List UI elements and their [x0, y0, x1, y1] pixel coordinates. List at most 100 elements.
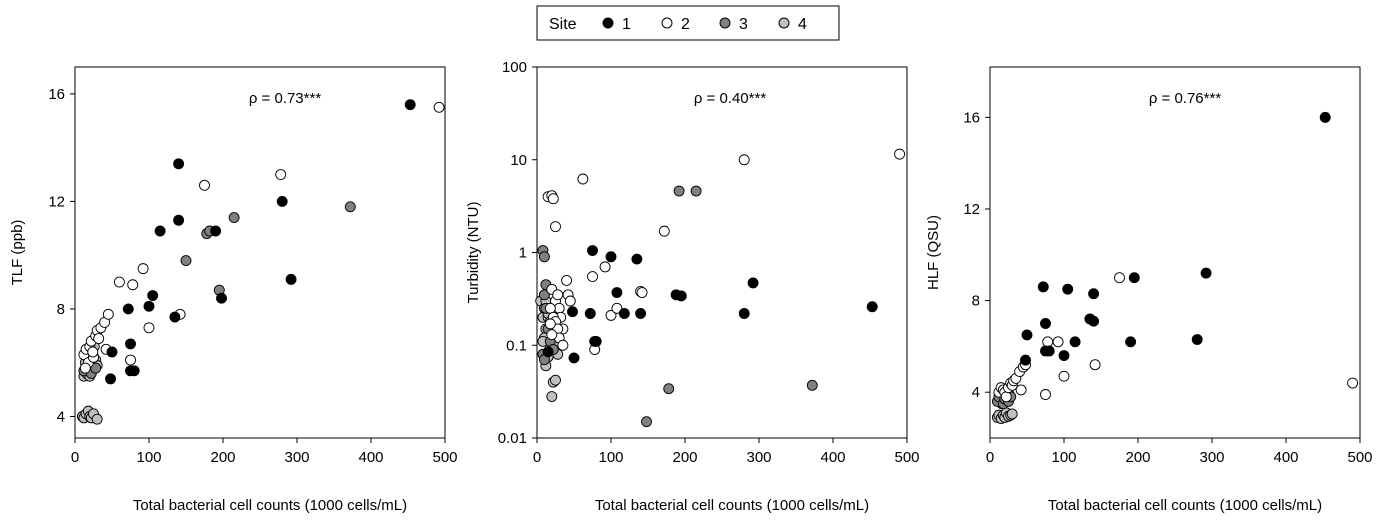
turbidity-point-site-1 — [590, 335, 602, 347]
tlf-point-site-1 — [169, 311, 181, 323]
hlf-point-site-1 — [1088, 288, 1100, 300]
tlf-y-tick-label: 4 — [57, 408, 65, 425]
hlf-point-site-2 — [1052, 336, 1064, 348]
turbidity-point-site-3 — [690, 185, 702, 197]
hlf-y-tick-label: 12 — [963, 201, 980, 218]
turbidity-point-site-1 — [542, 346, 554, 358]
hlf-point-site-1 — [1062, 283, 1074, 295]
tlf-point-site-1 — [216, 292, 227, 304]
hlf-point-site-2 — [1058, 370, 1070, 382]
turbidity-point-site-1 — [635, 308, 647, 319]
tlf-point-site-2 — [199, 179, 210, 191]
turbidity-y-tick-label: 1 — [519, 245, 527, 262]
panel-tlf: 0 100 200 300 400 500 4 8 12 16 Total bacterial ce… — [9, 66, 458, 514]
turbidity-x-tick-label: 0 — [533, 449, 541, 466]
tlf-point-site-1 — [210, 225, 222, 237]
turbidity-x-tick-label: 100 — [598, 449, 623, 466]
turbidity-point-site-1 — [866, 301, 878, 313]
tlf-point-site-1 — [143, 300, 155, 312]
turbidity-x-tick-label: 300 — [746, 449, 771, 466]
tlf-plot-frame — [74, 66, 446, 439]
tlf-point-site-2 — [87, 346, 99, 358]
turbidity-point-site-2 — [557, 339, 569, 351]
tlf-point-site-1 — [128, 365, 140, 377]
tlf-point-site-1 — [173, 158, 185, 170]
tlf-point-site-1 — [125, 338, 136, 350]
hlf-x-tick-label: 400 — [1273, 449, 1298, 466]
hlf-x-tick-label: 100 — [1051, 449, 1076, 466]
hlf-point-site-1 — [1128, 272, 1140, 284]
legend-marker-2 — [661, 17, 673, 29]
tlf-y-tick-label: 16 — [48, 86, 65, 103]
turbidity-point-site-4 — [546, 391, 558, 402]
tlf-x-tick-label: 500 — [432, 449, 457, 466]
turbidity-point-site-2 — [561, 274, 573, 286]
tlf-point-site-2 — [275, 169, 287, 180]
turbidity-point-site-2 — [587, 271, 598, 283]
turbidity-y-tick-label: 10 — [510, 152, 527, 169]
tlf-y-tick-label: 8 — [57, 301, 65, 318]
tlf-point-site-1 — [285, 273, 297, 285]
tlf-point-site-3 — [228, 212, 240, 224]
tlf-point-site-1 — [154, 225, 166, 237]
legend: Site 1 2 3 4 — [536, 5, 840, 41]
tlf-point-site-2 — [137, 263, 149, 275]
turbidity-point-site-1 — [584, 308, 596, 319]
turbidity-point-site-1 — [605, 251, 617, 263]
turbidity-point-site-2 — [577, 173, 589, 185]
turbidity-point-site-1 — [567, 306, 578, 318]
turbidity-point-site-1 — [568, 352, 580, 364]
turbidity-point-site-3 — [641, 416, 652, 428]
turbidity-point-site-2 — [564, 295, 576, 307]
tlf-x-tick-label: 100 — [136, 449, 161, 466]
turbidity-point-site-1 — [738, 308, 750, 319]
turbidity-point-site-3 — [538, 289, 550, 301]
hlf-point-site-2 — [1089, 359, 1101, 371]
tlf-point-site-2 — [79, 362, 91, 374]
hlf-x-axis-label: Total bacterial cell counts (1000 cells/… — [1048, 497, 1322, 514]
turbidity-x-tick-label: 400 — [820, 449, 845, 466]
turbidity-point-site-3 — [663, 383, 675, 395]
turbidity-point-site-1 — [675, 290, 687, 302]
legend-title: Site — [549, 16, 577, 33]
hlf-point-site-1 — [1020, 354, 1031, 366]
tlf-point-site-3 — [180, 255, 192, 267]
turbidity-point-site-2 — [544, 318, 556, 330]
turbidity-point-site-2 — [550, 221, 561, 233]
turbidity-point-site-3 — [538, 251, 550, 263]
hlf-x-tick-label: 0 — [986, 449, 994, 466]
legend-label-3: 3 — [739, 16, 748, 33]
turbidity-x-tick-label: 200 — [672, 449, 697, 466]
hlf-y-tick-label: 8 — [972, 293, 980, 310]
tlf-point-site-2 — [433, 101, 445, 113]
hlf-point-site-1 — [1088, 315, 1100, 327]
hlf-point-site-1 — [1021, 329, 1033, 341]
turbidity-point-site-2 — [552, 289, 564, 301]
turbidity-y-tick-label: 0.1 — [506, 337, 527, 354]
turbidity-point-site-3 — [673, 185, 685, 197]
hlf-point-site-1 — [1200, 267, 1212, 279]
legend-marker-4 — [778, 17, 790, 29]
hlf-point-site-4 — [1006, 408, 1018, 420]
hlf-point-site-2 — [1042, 336, 1054, 348]
turbidity-point-site-4 — [550, 374, 561, 386]
tlf-point-site-2 — [127, 279, 139, 291]
turbidity-point-site-2 — [546, 329, 558, 341]
hlf-point-site-2 — [1347, 377, 1359, 389]
turbidity-x-tick-label: 500 — [894, 449, 919, 466]
hlf-point-site-1 — [1037, 281, 1049, 293]
turbidity-point-site-2 — [738, 154, 750, 166]
hlf-point-site-2 — [1000, 391, 1012, 403]
hlf-point-site-1 — [1125, 336, 1137, 348]
tlf-x-tick-label: 0 — [71, 449, 79, 466]
tlf-point-site-1 — [106, 346, 118, 358]
legend-marker-3 — [719, 17, 731, 29]
tlf-point-site-2 — [143, 322, 155, 334]
tlf-x-axis-label: Total bacterial cell counts (1000 cells/… — [133, 497, 407, 514]
turbidity-y-axis-label: Turbidity (NTU) — [465, 202, 482, 304]
turbidity-point-site-1 — [611, 287, 623, 298]
turbidity-point-site-2 — [599, 261, 611, 273]
hlf-correlation-annotation: ρ = 0.76*** — [1149, 90, 1221, 107]
tlf-point-site-2 — [93, 333, 105, 344]
